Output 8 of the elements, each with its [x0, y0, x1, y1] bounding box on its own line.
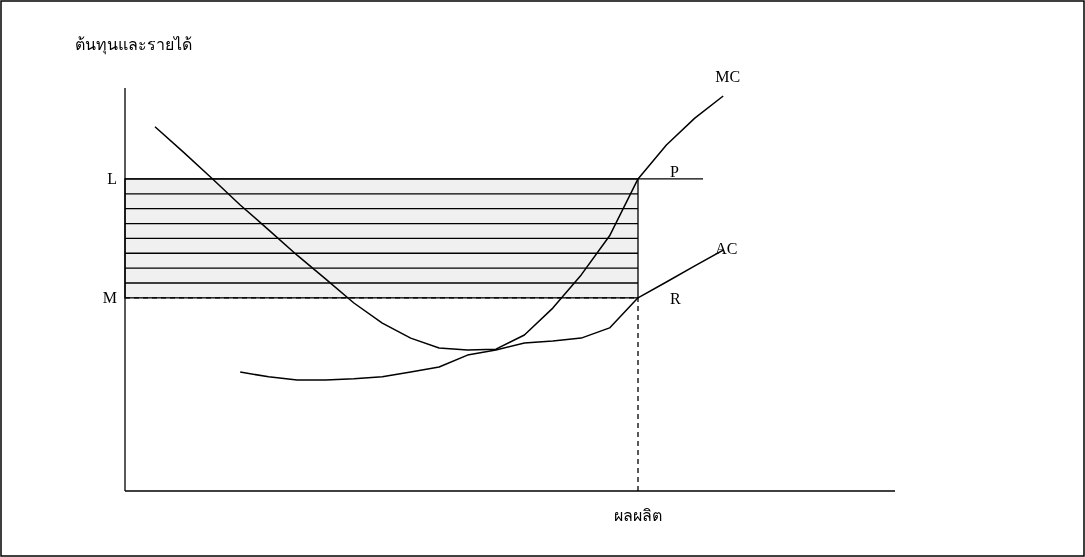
annotation: P — [670, 162, 679, 180]
xlabel: ผลผลิต — [614, 507, 662, 524]
series-label: MC — [715, 68, 741, 85]
annotation: R — [670, 289, 681, 307]
series-label: AC — [715, 240, 738, 258]
ref-label: M — [102, 288, 117, 306]
ylabel: ต้นทุนและรายได้ — [75, 36, 192, 53]
ref-label: L — [107, 169, 117, 187]
